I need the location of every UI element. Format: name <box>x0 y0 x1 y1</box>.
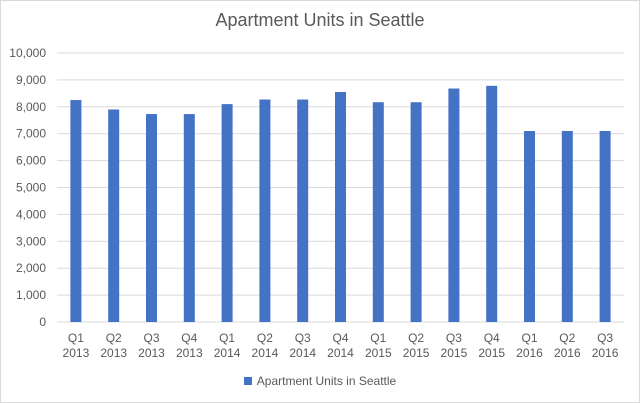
y-tick-label: 7,000 <box>16 127 46 141</box>
bar <box>108 109 120 323</box>
y-tick-label: 5,000 <box>16 181 46 195</box>
y-tick-label: 9,000 <box>16 73 46 87</box>
bar <box>297 99 309 322</box>
legend-label: Apartment Units in Seattle <box>256 374 397 388</box>
x-tick-label: Q1 2013 <box>63 331 90 360</box>
bar <box>448 88 460 323</box>
y-tick-label: 2,000 <box>16 261 46 275</box>
x-tick-label: Q3 2016 <box>592 331 619 360</box>
x-tick-label: Q4 2013 <box>176 331 203 360</box>
y-tick-label: 0 <box>39 315 46 329</box>
bar <box>524 131 535 322</box>
x-tick-label: Q3 2015 <box>441 331 468 360</box>
bar <box>70 100 82 322</box>
y-tick-label: 8,000 <box>16 100 46 114</box>
legend-swatch <box>243 377 252 385</box>
bar <box>183 114 195 322</box>
bar <box>372 102 384 323</box>
y-tick-label: 1,000 <box>16 288 46 302</box>
x-axis: Q1 2013 Q2 2013 Q3 2013 Q4 2013 Q1 2014 Q2 2014 Q3 20… <box>63 331 619 360</box>
bar <box>561 131 573 322</box>
x-tick-label: Q2 2016 <box>554 331 581 360</box>
bar <box>335 92 346 322</box>
y-tick-label: 10,000 <box>9 46 46 60</box>
x-tick-label: Q2 2013 <box>100 331 127 360</box>
bar <box>486 85 498 323</box>
bar <box>259 99 271 322</box>
x-tick-label: Q2 2015 <box>403 331 430 360</box>
bars <box>70 85 611 323</box>
legend: Apartment Units in Seattle <box>0 374 640 388</box>
x-tick-label: Q1 2015 <box>365 331 392 360</box>
bar <box>146 114 157 322</box>
x-tick-label: Q1 2016 <box>516 331 543 360</box>
bar <box>221 104 233 322</box>
x-tick-label: Q4 2015 <box>478 331 505 360</box>
chart-title: Apartment Units in Seattle <box>215 10 425 30</box>
bar <box>599 131 611 322</box>
x-tick-label: Q3 2014 <box>289 331 316 360</box>
y-tick-label: 3,000 <box>16 234 46 248</box>
bar <box>410 102 422 323</box>
y-axis: 0 1,000 2,000 3,000 4,000 5,000 6,000 7,000 8,00… <box>9 46 46 329</box>
y-tick-label: 4,000 <box>16 207 46 221</box>
x-tick-label: Q4 2014 <box>327 331 354 360</box>
y-tick-label: 6,000 <box>16 154 46 168</box>
x-tick-label: Q3 2013 <box>138 331 165 360</box>
x-tick-label: Q1 2014 <box>214 331 241 360</box>
x-tick-label: Q2 2014 <box>252 331 279 360</box>
